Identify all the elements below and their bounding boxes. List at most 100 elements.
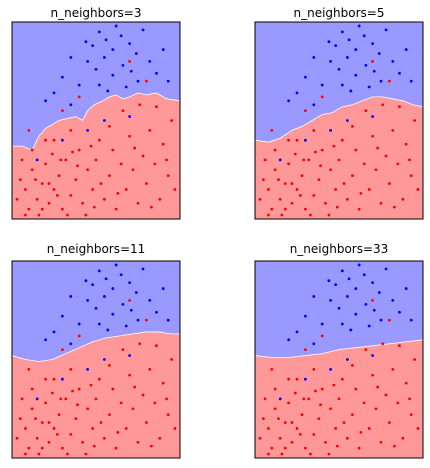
point-class-b — [283, 182, 287, 185]
point-class-a — [91, 283, 95, 287]
point-class-a — [44, 338, 47, 342]
point-class-a — [320, 83, 324, 87]
point-class-b — [337, 158, 341, 162]
point-class-b — [114, 446, 118, 450]
point-class-a — [346, 119, 349, 122]
point-class-a — [346, 358, 349, 361]
point-class-b — [334, 427, 338, 430]
panel-title: n_neighbors=11 — [47, 242, 146, 256]
point-class-b — [391, 367, 395, 371]
point-class-b — [92, 205, 96, 209]
point-class-b — [342, 182, 346, 185]
point-class-b — [30, 407, 34, 411]
axes-frame — [11, 21, 181, 220]
point-class-b — [298, 432, 302, 436]
point-class-b — [138, 342, 142, 346]
point-class-b — [329, 407, 332, 411]
point-class-b — [307, 397, 311, 401]
point-class-a — [148, 299, 152, 302]
point-class-a — [384, 267, 388, 271]
point-class-a — [354, 48, 358, 51]
point-class-b — [77, 148, 81, 152]
point-class-a — [372, 69, 376, 73]
point-class-b — [145, 318, 148, 322]
point-class-a — [349, 328, 353, 332]
point-class-b — [145, 182, 148, 185]
point-class-a — [327, 279, 331, 283]
point-class-a — [128, 354, 132, 357]
point-class-a — [111, 312, 115, 316]
point-class-b — [55, 432, 59, 436]
point-class-b — [329, 168, 332, 172]
point-class-b — [153, 162, 157, 166]
panel-n-neighbors-33: n_neighbors=33 — [254, 242, 424, 459]
point-class-a — [334, 44, 338, 48]
point-class-a — [104, 38, 108, 42]
point-class-a — [391, 60, 395, 63]
point-class-a — [391, 299, 395, 302]
region-b — [12, 331, 180, 458]
point-class-a — [364, 302, 368, 306]
point-class-b — [44, 401, 47, 405]
point-class-b — [103, 436, 106, 440]
point-class-a — [141, 267, 145, 271]
point-class-b — [40, 446, 44, 450]
point-class-a — [337, 67, 341, 71]
point-class-a — [111, 287, 115, 290]
point-class-a — [377, 52, 381, 55]
point-class-b — [295, 188, 299, 191]
point-class-b — [393, 205, 396, 209]
point-class-b — [44, 377, 47, 381]
point-class-b — [327, 213, 331, 217]
point-class-b — [94, 397, 98, 401]
point-class-b — [340, 377, 344, 381]
point-class-a — [327, 40, 331, 44]
point-class-b — [69, 367, 73, 371]
point-class-b — [57, 413, 61, 417]
point-class-b — [15, 197, 19, 201]
point-class-b — [24, 188, 27, 191]
point-class-a — [94, 306, 98, 310]
point-class-b — [69, 128, 73, 132]
point-class-b — [351, 364, 354, 367]
decision-boundary — [12, 92, 181, 151]
point-class-b — [401, 436, 405, 440]
point-class-b — [364, 348, 368, 352]
point-class-a — [287, 338, 290, 342]
point-class-b — [263, 158, 267, 162]
point-class-b — [270, 128, 274, 132]
point-class-b — [304, 207, 307, 211]
point-class-a — [371, 281, 374, 285]
point-class-b — [396, 162, 400, 166]
point-class-b — [141, 393, 145, 397]
point-class-b — [293, 152, 297, 156]
point-class-b — [57, 174, 61, 178]
point-class-a — [129, 308, 133, 312]
point-class-b — [64, 158, 68, 162]
point-class-b — [74, 178, 78, 182]
point-class-b — [312, 367, 316, 371]
point-class-b — [170, 358, 174, 361]
point-class-a — [86, 128, 89, 132]
point-class-b — [351, 125, 354, 128]
point-class-b — [384, 154, 388, 158]
point-class-b — [74, 417, 78, 420]
point-class-b — [35, 197, 39, 201]
point-class-b — [295, 377, 299, 381]
point-class-a — [128, 281, 132, 285]
point-class-a — [155, 71, 158, 75]
point-class-b — [141, 154, 145, 158]
point-class-a — [136, 79, 140, 83]
point-class-b — [47, 201, 51, 205]
point-class-a — [347, 38, 351, 42]
point-class-a — [304, 138, 307, 142]
point-class-a — [312, 103, 316, 107]
point-class-b — [302, 397, 306, 401]
decision-boundary — [254, 339, 424, 358]
point-class-b — [314, 389, 317, 393]
point-class-b — [108, 364, 111, 367]
point-class-a — [134, 291, 138, 294]
point-class-b — [91, 188, 95, 191]
point-class-b — [44, 162, 47, 166]
point-class-b — [290, 440, 294, 444]
